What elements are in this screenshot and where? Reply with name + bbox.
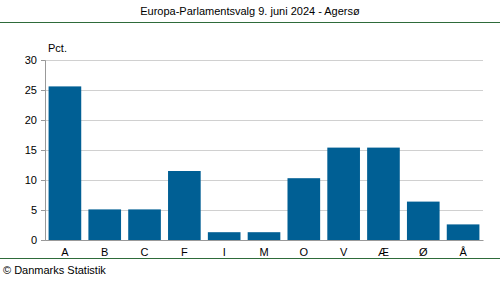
y-tick-label: 30 (25, 54, 37, 66)
x-tick-label: I (223, 246, 226, 258)
y-axis-label: Pct. (48, 42, 67, 54)
x-axis-line (46, 240, 484, 241)
y-tick-mark (41, 240, 45, 241)
grid-line (45, 90, 483, 91)
x-tick: Å (459, 240, 467, 258)
bar (248, 232, 281, 240)
y-tick-label: 0 (31, 234, 37, 246)
y-axis: 0 5 10 15 20 25 30 (25, 54, 46, 246)
y-tick-label: 15 (25, 144, 37, 156)
bar (367, 148, 400, 240)
x-tick-label: B (101, 246, 108, 258)
x-tick: I (223, 240, 226, 258)
header-rule (0, 22, 500, 23)
y-tick: 20 (25, 114, 45, 126)
grid-line (45, 240, 483, 241)
bars (49, 86, 480, 240)
bar (407, 202, 440, 240)
y-tick: 5 (31, 204, 45, 216)
x-tick-label: F (181, 246, 188, 258)
y-tick: 15 (25, 144, 45, 156)
x-tick: F (181, 240, 188, 258)
bar (49, 86, 82, 240)
y-tick-label: 25 (25, 84, 37, 96)
x-tick-label: A (61, 246, 69, 258)
y-tick: 30 (25, 54, 45, 66)
x-axis: ABCFIMOVÆØÅ (46, 240, 484, 258)
y-tick-label: 20 (25, 114, 37, 126)
y-tick-label: 5 (31, 204, 37, 216)
y-tick-mark (41, 60, 45, 61)
y-tick-mark (41, 120, 45, 121)
bar (287, 178, 320, 240)
x-tick-label: O (300, 246, 309, 258)
x-tick-label: C (141, 246, 149, 258)
y-tick-mark (41, 180, 45, 181)
x-tick-label: Ø (419, 246, 428, 258)
title: Europa-Parlamentsvalg 9. juni 2024 - Age… (140, 5, 360, 17)
x-tick-label: Å (459, 246, 467, 258)
y-tick: 0 (31, 234, 45, 246)
x-tick: Ø (419, 240, 428, 258)
source: © Danmarks Statistik (3, 264, 106, 276)
x-tick: O (300, 240, 309, 258)
bar (168, 171, 201, 240)
chart: Europa-Parlamentsvalg 9. juni 2024 - Age… (0, 0, 500, 282)
grid-line (45, 120, 483, 121)
y-tick: 10 (25, 174, 45, 186)
bar (88, 209, 121, 240)
grid-line (45, 60, 483, 61)
y-tick: 25 (25, 84, 45, 96)
grid-line (45, 180, 483, 181)
x-tick: C (141, 240, 149, 258)
y-tick-mark (41, 90, 45, 91)
x-tick: V (340, 240, 348, 258)
footer-rule (0, 258, 500, 259)
x-tick: A (61, 240, 69, 258)
x-tick-label: Æ (378, 246, 389, 258)
bar (327, 148, 360, 240)
bar (447, 224, 480, 240)
grid (45, 61, 483, 241)
y-tick-label: 10 (25, 174, 37, 186)
y-tick-mark (41, 210, 45, 211)
bar (208, 232, 241, 240)
x-tick-label: V (340, 246, 348, 258)
y-tick-mark (41, 150, 45, 151)
y-axis-line (41, 61, 46, 241)
plot: Pct. 0 5 10 15 20 25 30 A B C F I M O V Æ Ø Å (25, 42, 484, 258)
x-tick: M (259, 240, 268, 258)
x-tick: B (101, 240, 108, 258)
x-tick: Æ (378, 240, 389, 258)
grid-line (45, 150, 483, 151)
bar (128, 209, 161, 240)
x-tick-label: M (259, 246, 268, 258)
